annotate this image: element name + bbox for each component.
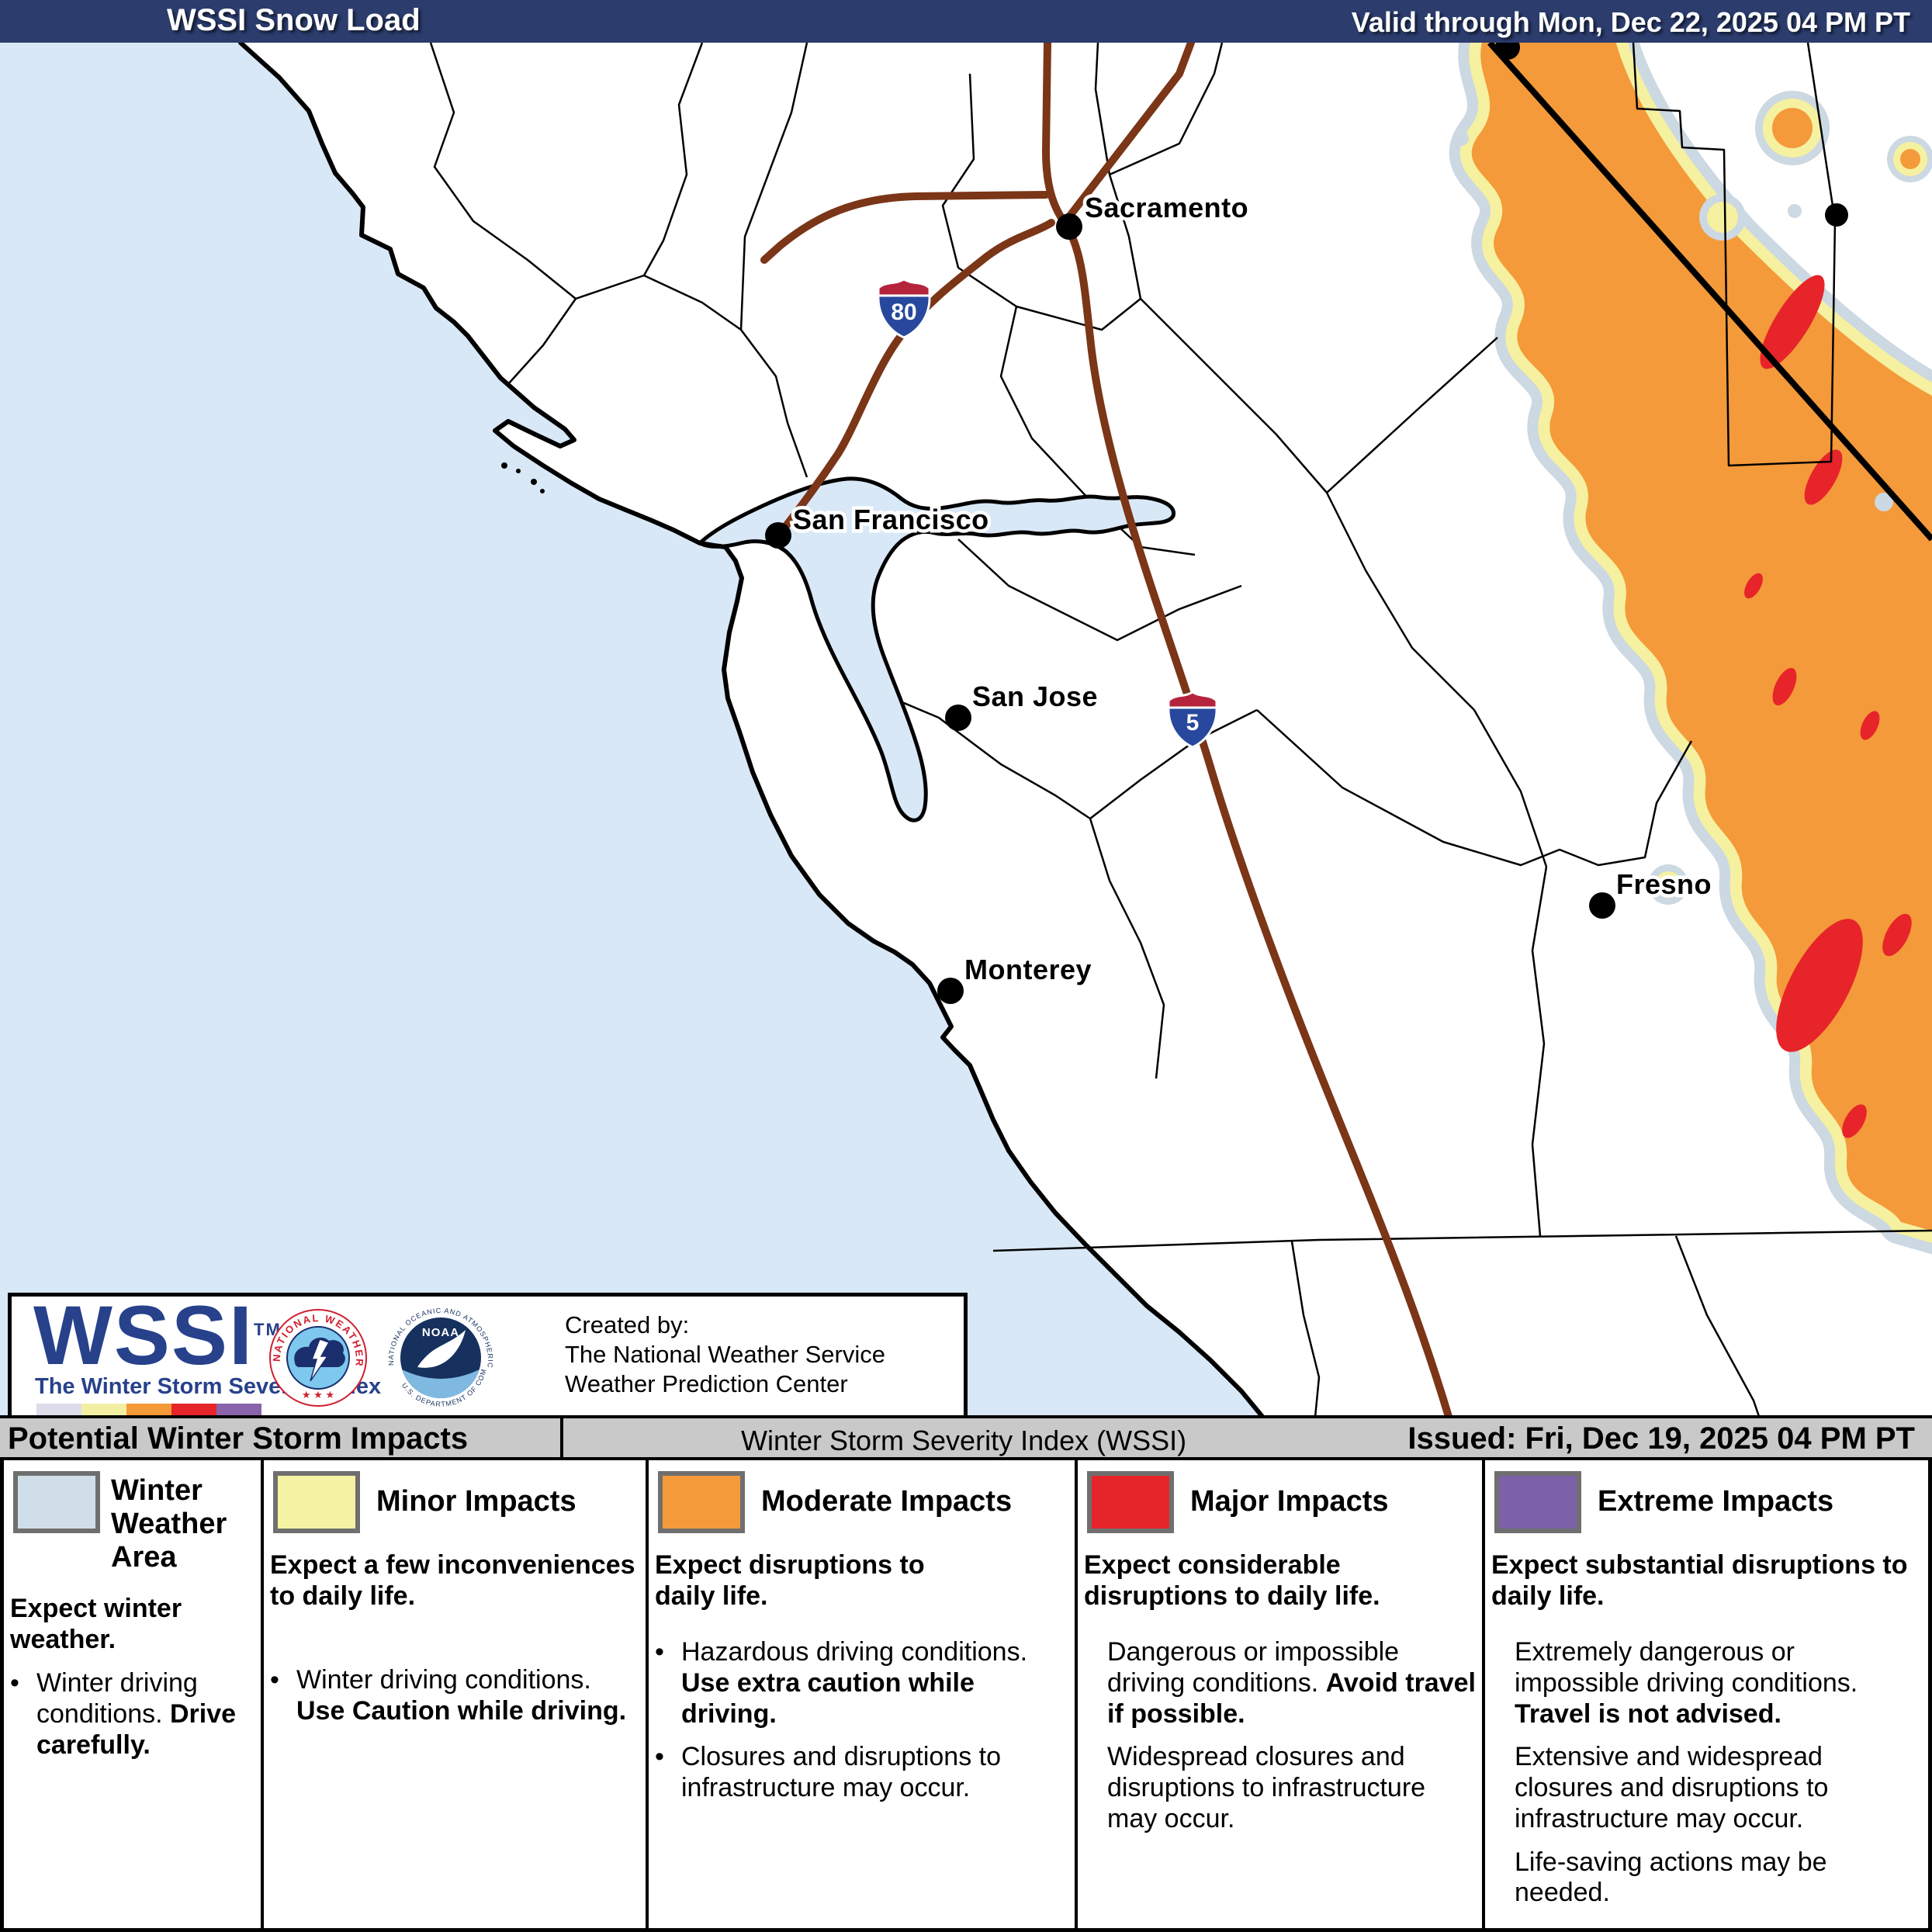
legend-item: Extensive and widespread closures and di…: [1515, 1742, 1836, 1833]
legend-item: Dangerous or impossible driving conditio…: [1107, 1637, 1484, 1729]
isolated-impact-blobs: [1453, 91, 1932, 905]
highway-west-stub: [760, 191, 1050, 264]
winter-swatch: [13, 1471, 100, 1533]
unlabeled-city-dot-east: [1825, 203, 1848, 227]
bullet-dot: •: [270, 1665, 279, 1695]
city-label: Fresno: [1616, 868, 1712, 900]
legend-col-moderate: Moderate Impacts Expect disruptions to d…: [649, 1460, 1072, 1932]
ocean: [0, 43, 1263, 1417]
legend-item: • Winter driving conditions. Drive carefu…: [10, 1668, 244, 1760]
impact-areas: [1449, 43, 1932, 1255]
org-line2: Weather Prediction Center: [565, 1369, 848, 1397]
major-swatch: [1087, 1471, 1174, 1533]
winter-lead: Expect winter weather.: [10, 1594, 182, 1654]
nws-logo: NATIONAL WEATHER SERVICE ★ ★ ★: [269, 1309, 367, 1407]
highway-ne: [1061, 43, 1195, 227]
farallon-islands: [501, 462, 545, 493]
city-dot: [1589, 892, 1615, 919]
impact-legend: Winter Weather Area Expect winter weathe…: [0, 1460, 1932, 1932]
wssi-wordmark: WSSITM: [33, 1288, 282, 1382]
wssi-map: 80 5 Sacramento San Francisco San Jose F…: [0, 43, 1932, 1417]
city-label: San Jose: [972, 680, 1098, 712]
legend-item: Extremely dangerous or impossible drivin…: [1515, 1637, 1865, 1729]
i80-shield-number: 80: [891, 299, 916, 325]
legend-divider: [1482, 1460, 1485, 1932]
city-label: Sacramento: [1085, 192, 1248, 223]
city-sacramento: Sacramento: [1056, 189, 1252, 240]
city-fresno: Fresno: [1589, 865, 1715, 919]
highway-i5: [1041, 43, 1453, 1417]
map-canvas: 80 5 Sacramento San Francisco San Jose F…: [0, 43, 1932, 1417]
minor-swatch: [273, 1471, 360, 1533]
impacts-bar-divider: [560, 1418, 563, 1457]
wssi-logo-box: WSSITM The Winter Storm Severity Index N…: [8, 1293, 968, 1423]
major-title: Major Impacts: [1190, 1485, 1389, 1518]
legend-item: Life-saving actions may be needed.: [1515, 1847, 1834, 1908]
city-label: San Francisco: [793, 504, 989, 535]
city-dot: [945, 705, 971, 731]
svg-text:NOAA: NOAA: [422, 1326, 459, 1339]
moderate-lead: Expect disruptions to daily life.: [655, 1550, 925, 1611]
moderate-title: Moderate Impacts: [761, 1485, 1013, 1518]
bullet-dot: •: [655, 1742, 664, 1772]
legend-item: • Closures and disruptions to infrastruct…: [655, 1742, 1009, 1803]
legend-col-major: Major Impacts Expect considerable disrup…: [1078, 1460, 1479, 1932]
created-by-label: Created by:: [565, 1311, 690, 1338]
highway-i80: [776, 219, 1055, 538]
i80-shield: 80: [877, 278, 931, 339]
winter-title: Winter Weather Area: [111, 1474, 227, 1574]
legend-divider: [1075, 1460, 1078, 1932]
state-boundary-line: [1487, 43, 1932, 542]
coastline: [238, 43, 1266, 1417]
legend-col-minor: Minor Impacts Expect a few inconvenience…: [264, 1460, 646, 1932]
county-lines: [429, 43, 1932, 1417]
minor-lead: Expect a few inconveniences to daily lif…: [270, 1550, 635, 1611]
city-dot: [1056, 213, 1082, 240]
impacts-bar-title: Potential Winter Storm Impacts: [8, 1421, 469, 1456]
legend-divider: [646, 1460, 649, 1932]
impacts-bar-subtitle: Winter Storm Severity Index (WSSI): [741, 1425, 1187, 1456]
i5-shield: 5: [1167, 691, 1218, 749]
extreme-title: Extreme Impacts: [1598, 1485, 1834, 1518]
noaa-logo: NATIONAL OCEANIC AND ATMOSPHERIC ADMINIS…: [386, 1304, 495, 1412]
highways: [760, 43, 1453, 1417]
created-by-block: Created by: The National Weather Service…: [565, 1311, 885, 1398]
extreme-lead: Expect substantial disruptions to daily …: [1491, 1550, 1908, 1611]
sf-bay-water: [698, 476, 1175, 822]
major-impact-patches: [1744, 275, 1912, 1138]
bullet-dot: •: [655, 1637, 664, 1667]
major-lead: Expect considerable disruptions to daily…: [1084, 1550, 1380, 1611]
legend-item: • Winter driving conditions. Use Caution …: [270, 1665, 627, 1726]
svg-text:★ ★ ★: ★ ★ ★: [302, 1389, 334, 1401]
city-san-francisco: San Francisco: [765, 500, 992, 549]
moderate-swatch: [658, 1471, 745, 1533]
city-monterey: Monterey: [937, 950, 1095, 1004]
impacts-title-bar: Potential Winter Storm Impacts Winter St…: [0, 1415, 1932, 1460]
city-san-jose: San Jose: [945, 677, 1101, 731]
legend-divider: [261, 1460, 264, 1932]
bullet-dot: •: [10, 1668, 19, 1698]
valid-through-text: Valid through Mon, Dec 22, 2025 04 PM PT: [1351, 6, 1910, 38]
page-title: WSSI Snow Load: [167, 3, 421, 37]
city-dot: [765, 522, 791, 549]
unlabeled-city-dot-top: [1495, 43, 1520, 60]
title-bar: WSSI Snow Load Valid through Mon, Dec 22…: [0, 0, 1932, 43]
city-label: Monterey: [964, 954, 1092, 985]
legend-item: Widespread closures and disruptions to i…: [1107, 1742, 1433, 1833]
minor-title: Minor Impacts: [376, 1485, 576, 1518]
legend-col-winter: Winter Weather Area Expect winter weathe…: [4, 1460, 261, 1932]
city-dot: [937, 978, 964, 1004]
i5-shield-number: 5: [1186, 710, 1200, 736]
extreme-swatch: [1494, 1471, 1581, 1533]
legend-col-extreme: Extreme Impacts Expect substantial disru…: [1485, 1460, 1932, 1932]
trademark: TM: [254, 1320, 282, 1339]
org-line1: The National Weather Service: [565, 1340, 885, 1368]
legend-item: • Hazardous driving conditions. Use extra…: [655, 1637, 1035, 1729]
issued-text: Issued: Fri, Dec 19, 2025 04 PM PT: [1407, 1421, 1915, 1456]
